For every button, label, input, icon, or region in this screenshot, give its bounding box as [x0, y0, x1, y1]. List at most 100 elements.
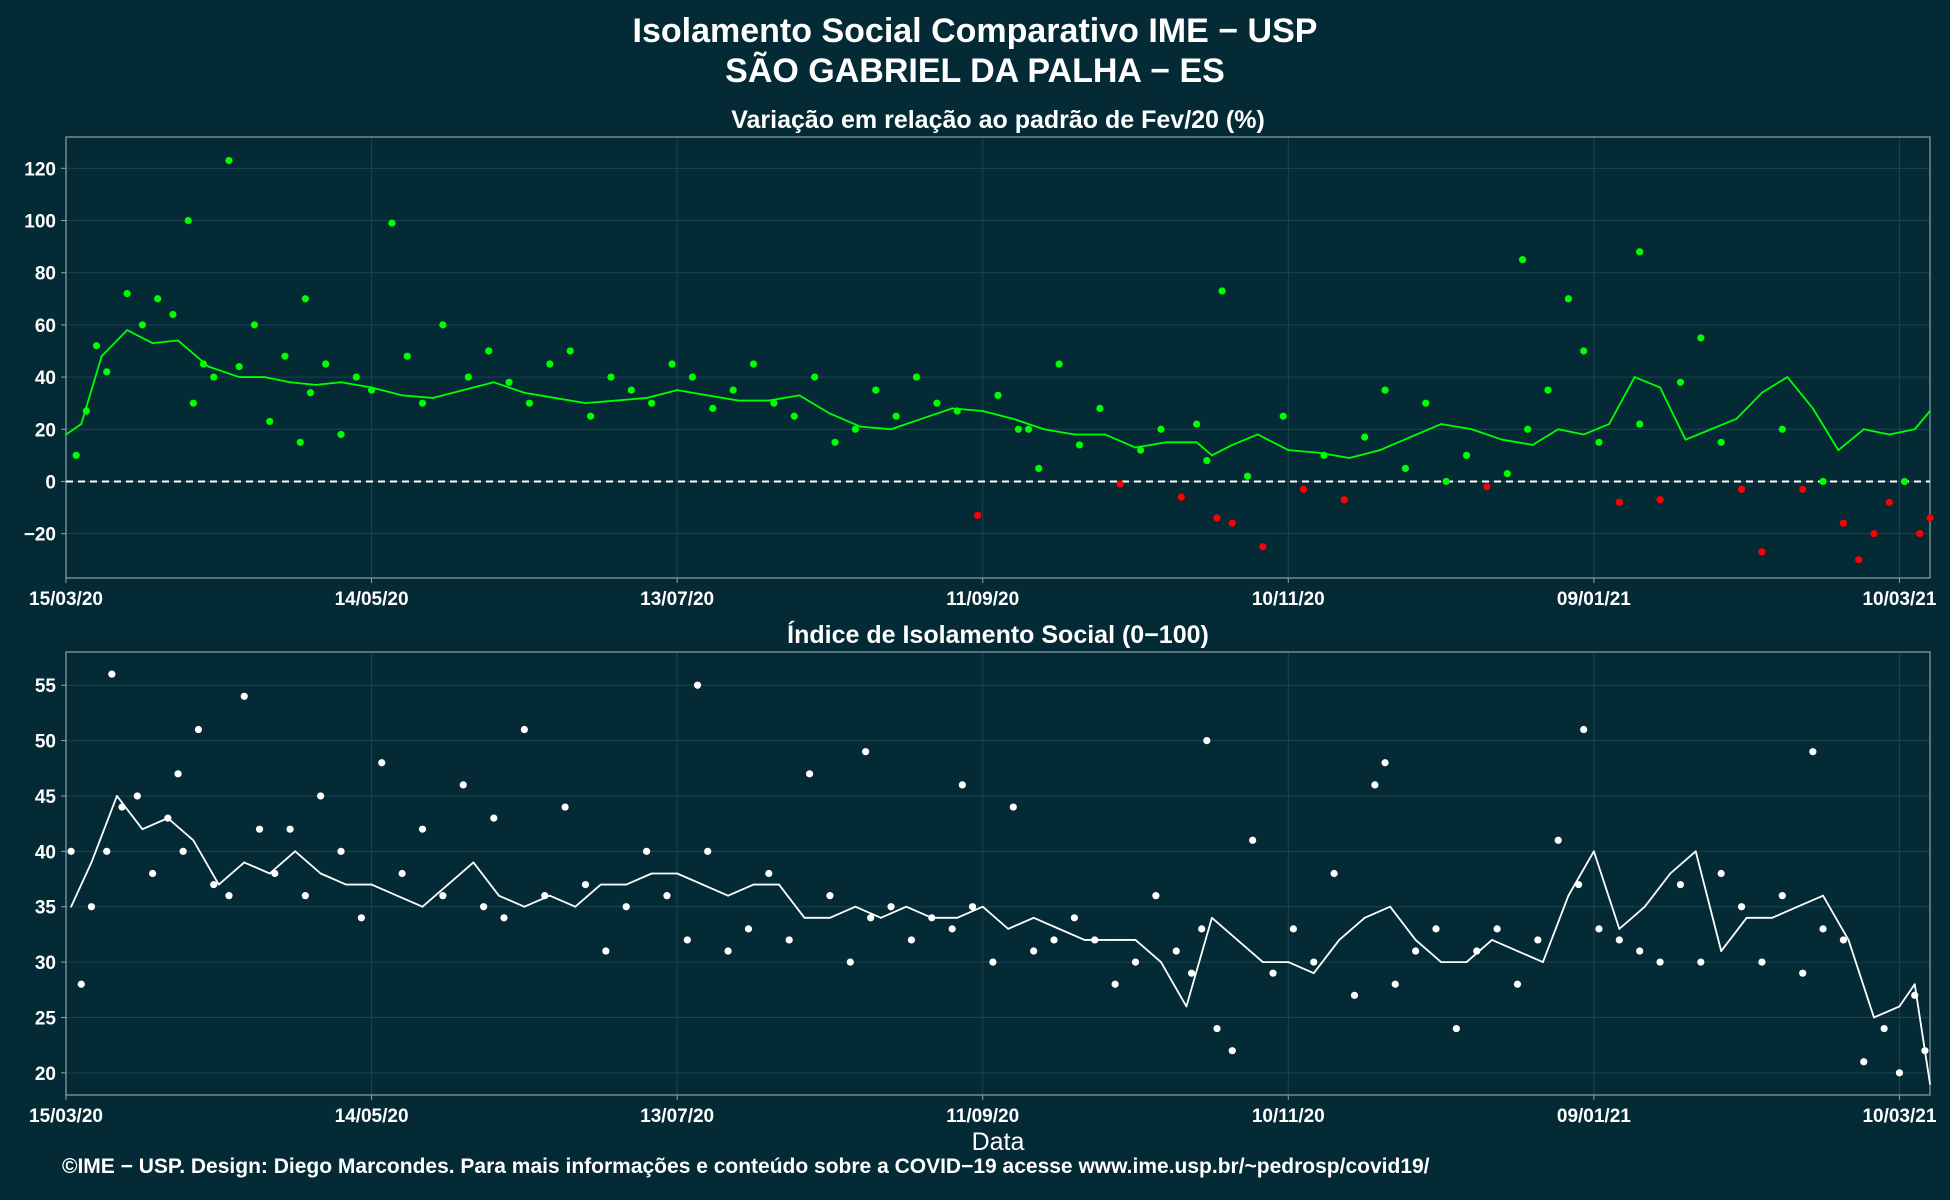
trend-line-segment	[1256, 433, 1290, 452]
data-point	[1819, 477, 1827, 486]
y-tick-label: 45	[35, 787, 57, 808]
data-point	[1580, 347, 1588, 355]
data-point	[1758, 548, 1766, 556]
data-point	[296, 438, 304, 446]
trend-line-segment	[207, 365, 241, 378]
trend-line-segment	[1007, 916, 1035, 930]
y-tick-label: 30	[35, 953, 56, 974]
data-point	[1737, 485, 1746, 493]
data-point	[1279, 412, 1287, 420]
y-tick-label: 50	[35, 732, 56, 753]
trend-line-segment	[431, 389, 465, 399]
y-tick-label: 40	[35, 368, 56, 389]
trend-line-segment	[1491, 939, 1519, 952]
trend-line-segment	[314, 381, 342, 386]
trend-line-segment	[1822, 894, 1850, 941]
data-point	[887, 903, 895, 911]
data-point	[1070, 914, 1078, 922]
data-point	[1595, 925, 1603, 933]
trend-line-segment	[421, 883, 449, 908]
data-point	[189, 399, 197, 407]
x-tick-label: 11/09/20	[946, 589, 1019, 610]
trend-line-segment	[1669, 850, 1697, 875]
data-point	[627, 386, 635, 394]
data-point	[1075, 441, 1084, 449]
x-tick-label: 14/05/20	[335, 1106, 409, 1127]
data-point	[317, 792, 325, 800]
data-point	[1870, 530, 1878, 538]
data-point	[953, 407, 961, 415]
data-point	[861, 748, 870, 756]
data-point	[1885, 498, 1893, 506]
data-point	[1177, 493, 1185, 501]
data-point	[688, 373, 697, 381]
data-point	[826, 892, 834, 900]
trend-line-segment	[920, 407, 954, 420]
data-point	[1157, 425, 1165, 433]
data-point	[1172, 947, 1180, 955]
data-point	[281, 352, 289, 360]
data-point	[337, 430, 345, 439]
x-tick-label: 13/07/20	[640, 1106, 714, 1127]
y-tick-label: 60	[35, 316, 56, 337]
trend-line-segment	[70, 861, 93, 908]
data-point	[586, 412, 595, 420]
y-tick-label: 55	[35, 676, 57, 697]
trend-line-segment	[625, 872, 653, 886]
x-tick-label: 10/03/21	[1862, 589, 1936, 610]
data-point	[1778, 892, 1786, 900]
data-point	[1014, 425, 1022, 433]
data-point	[1401, 464, 1410, 473]
trend-line-segment	[497, 894, 526, 908]
data-point	[500, 914, 508, 922]
data-point	[994, 391, 1002, 399]
data-point	[1916, 530, 1924, 538]
data-point	[1839, 936, 1848, 944]
data-point	[103, 847, 111, 855]
y-tick-label: 80	[35, 264, 56, 285]
data-point	[1452, 1024, 1460, 1033]
trend-line-segment	[1643, 872, 1672, 908]
trend-line-segment	[1160, 961, 1188, 1008]
trend-line-segment	[645, 389, 679, 399]
trend-line-segment	[615, 397, 648, 402]
data-point	[958, 781, 966, 789]
data-point	[108, 670, 116, 678]
data-point	[266, 417, 274, 426]
main-subtitle: SÃO GABRIEL DA PALHA − ES	[725, 52, 1225, 90]
y-tick-label: 40	[35, 842, 56, 863]
trend-line-segment	[492, 381, 526, 394]
trend-line-segment	[370, 883, 398, 897]
x-tick-label: 09/01/21	[1557, 589, 1631, 610]
y-tick-label: 100	[24, 212, 56, 233]
data-point	[87, 903, 96, 911]
trend-line-segment	[1389, 905, 1417, 941]
data-point	[357, 914, 365, 922]
trend-line-segment	[981, 905, 1010, 930]
x-tick-label: 10/03/21	[1862, 1106, 1936, 1127]
data-point	[164, 814, 172, 822]
data-point	[1412, 947, 1420, 955]
data-point	[704, 847, 712, 855]
data-point	[928, 914, 936, 922]
data-point	[1483, 483, 1491, 491]
trend-line-segment	[1684, 428, 1712, 441]
data-point	[1564, 295, 1573, 303]
trend-line-segment	[1363, 905, 1392, 919]
trend-line-segment	[1873, 1005, 1901, 1019]
data-point	[174, 770, 182, 778]
data-point	[1213, 1024, 1221, 1033]
data-point	[709, 404, 717, 412]
data-point	[505, 378, 513, 386]
data-point	[1193, 420, 1201, 428]
data-point	[948, 925, 956, 933]
data-point	[1035, 464, 1043, 473]
data-point	[642, 847, 651, 855]
data-point	[118, 803, 126, 811]
trend-line-segment	[1012, 417, 1045, 431]
data-point	[933, 399, 941, 407]
x-tick-label: 15/03/20	[29, 1106, 103, 1127]
data-point	[1320, 451, 1328, 459]
trend-line-segment	[1582, 423, 1611, 436]
